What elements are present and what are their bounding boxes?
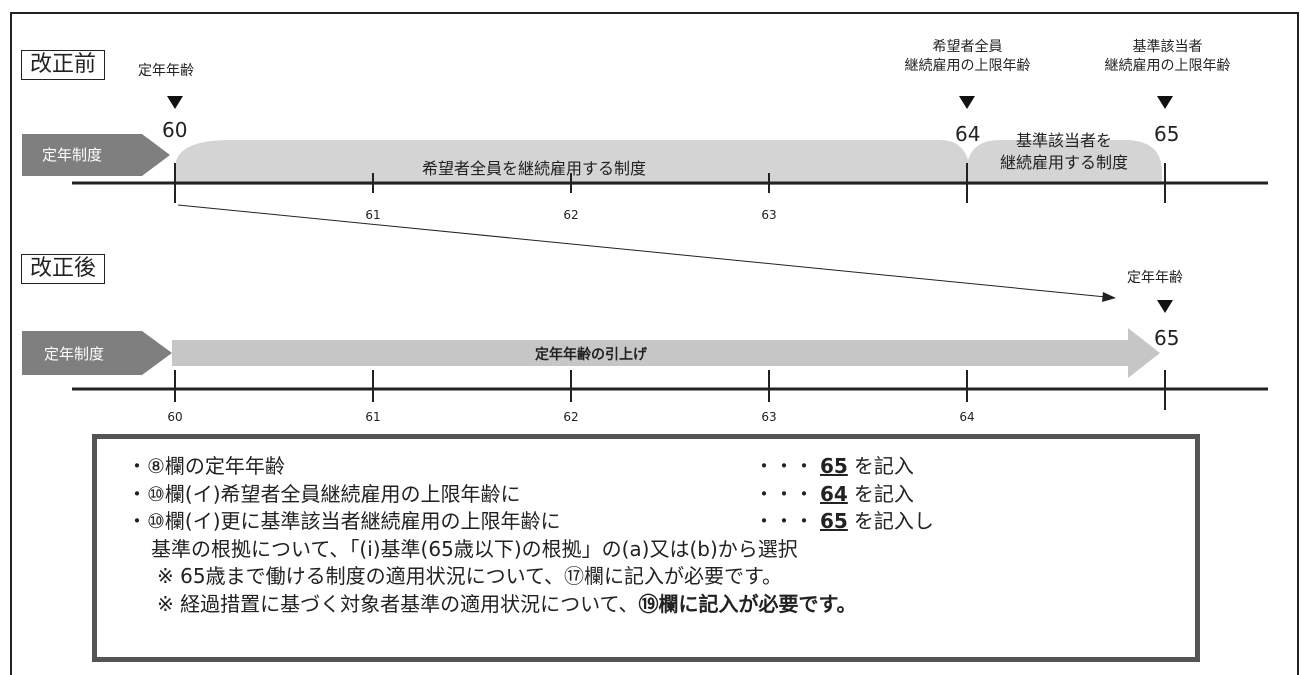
note3-value: 65 bbox=[820, 509, 848, 533]
note1-value: 65 bbox=[820, 454, 848, 478]
before-age-65: 65 bbox=[1154, 122, 1180, 146]
after-tick-label-62: 62 bbox=[563, 410, 579, 424]
note2-value-group: ・・・ 64 を記入 bbox=[754, 481, 914, 509]
note-line-3: ・⑩欄(イ)更に基準該当者継続雇用の上限年齢に ・・・ 65 を記入し bbox=[127, 508, 1195, 536]
after-tick-label-61: 61 bbox=[365, 410, 381, 424]
note-line-4: 基準の根拠について、「(ⅰ)基準(65歳以下)の根拠」の(a)又は(b)から選択 bbox=[151, 536, 798, 561]
after-age-65: 65 bbox=[1154, 326, 1180, 350]
after-teinen-arrow bbox=[22, 331, 172, 375]
instructions-box: ・⑧欄の定年年齢 ・・・ 65 を記入 ・⑩欄(イ)希望者全員継続雇用の上限年齢に … bbox=[92, 434, 1200, 662]
note3-value-group: ・・・ 65 を記入し bbox=[754, 508, 934, 536]
note-line-2: ・⑩欄(イ)希望者全員継続雇用の上限年齢に ・・・ 64 を記入 bbox=[127, 481, 1195, 509]
note-line-6: ※ 経過措置に基づく対象者基準の適用状況について、⑲欄に記入が必要です。 bbox=[127, 591, 1195, 619]
note2-dots: ・・・ bbox=[754, 481, 814, 506]
after-raise-arrow bbox=[172, 328, 1160, 378]
diagram-frame bbox=[10, 12, 1299, 675]
kibou-label-line1: 希望者全員 bbox=[932, 39, 1003, 55]
before-teinen-label: 定年年齢 bbox=[138, 63, 194, 79]
after-teinen-marker-icon bbox=[1157, 300, 1173, 313]
after-tick-label-64: 64 bbox=[959, 410, 975, 424]
band2-text-line1: 基準該当者を bbox=[1015, 131, 1112, 150]
kibou-label-line2: 継続雇用の上限年齢 bbox=[904, 58, 1031, 74]
band2-text-line2: 継続雇用する制度 bbox=[999, 153, 1128, 172]
note3-suffix: を記入し bbox=[853, 509, 934, 533]
note1-suffix: を記入 bbox=[853, 454, 914, 478]
after-teinen-label: 定年年齢 bbox=[1127, 270, 1183, 286]
note1-text: ・⑧欄の定年年齢 bbox=[127, 454, 285, 478]
transition-arrow bbox=[177, 204, 1107, 298]
kijun-label-line1: 基準該当者 bbox=[1132, 39, 1203, 55]
band2-text: 基準該当者を 継続雇用する制度 bbox=[975, 130, 1153, 174]
before-teinen-arrow bbox=[22, 134, 170, 176]
band1-text: 希望者全員を継続雇用する制度 bbox=[422, 159, 647, 178]
kijun-marker-icon bbox=[1157, 96, 1173, 109]
transition-arrowhead bbox=[1102, 292, 1116, 302]
kibou-marker-icon bbox=[959, 96, 975, 109]
before-arrow-label: 定年制度 bbox=[42, 146, 103, 164]
note2-text: ・⑩欄(イ)希望者全員継続雇用の上限年齢に bbox=[127, 481, 521, 506]
note-line-5: ※ 65歳まで働ける制度の適用状況について、⑰欄に記入が必要です。 bbox=[157, 564, 782, 588]
after-section-label: 改正後 bbox=[21, 254, 106, 284]
before-age-60: 60 bbox=[162, 118, 188, 142]
note3-dots: ・・・ bbox=[754, 509, 814, 533]
after-tick-label-60: 60 bbox=[167, 410, 183, 424]
note6-text: ※ 経過措置に基づく対象者基準の適用状況について、 bbox=[157, 591, 639, 616]
teinen-marker-icon bbox=[167, 96, 183, 109]
kibou-upper-label: 希望者全員 継続雇用の上限年齢 bbox=[900, 38, 1035, 76]
note2-suffix: を記入 bbox=[853, 481, 914, 506]
kijun-label-line2: 継続雇用の上限年齢 bbox=[1104, 58, 1231, 74]
note2-value: 64 bbox=[820, 481, 848, 506]
before-tick-label-61: 61 bbox=[365, 208, 381, 222]
note3-text: ・⑩欄(イ)更に基準該当者継続雇用の上限年齢に bbox=[127, 509, 561, 533]
before-section-label: 改正前 bbox=[21, 50, 106, 80]
before-tick-label-63: 63 bbox=[761, 208, 777, 222]
after-tick-label-63: 63 bbox=[761, 410, 777, 424]
before-age-64: 64 bbox=[955, 122, 981, 146]
note1-value-group: ・・・ 65 を記入 bbox=[754, 453, 914, 481]
note6-bold-text: ⑲欄に記入が必要です。 bbox=[638, 591, 857, 616]
before-band bbox=[175, 140, 1162, 185]
after-arrow-text: 定年年齢の引上げ bbox=[535, 347, 647, 363]
after-arrow-label: 定年制度 bbox=[44, 345, 105, 363]
note-line-1: ・⑧欄の定年年齢 ・・・ 65 を記入 bbox=[127, 453, 1195, 481]
before-tick-label-62: 62 bbox=[563, 208, 579, 222]
kijun-upper-label: 基準該当者 継続雇用の上限年齢 bbox=[1085, 38, 1250, 76]
note1-dots: ・・・ bbox=[754, 454, 814, 478]
